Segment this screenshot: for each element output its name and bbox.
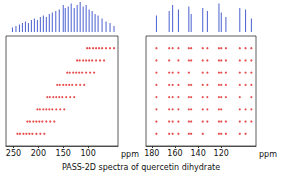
svg-text:ppm: ppm: [259, 150, 277, 159]
svg-text:PASS-2D spectra of quercetin d: PASS-2D spectra of quercetin dihydrate: [62, 163, 220, 172]
svg-text:250: 250: [6, 149, 21, 158]
svg-text:200: 200: [31, 149, 46, 158]
svg-text:140: 140: [190, 149, 205, 158]
svg-text:180: 180: [144, 149, 159, 158]
svg-text:120: 120: [214, 149, 229, 158]
svg-text:100: 100: [80, 149, 95, 158]
svg-text:ppm: ppm: [121, 150, 139, 159]
svg-text:150: 150: [56, 149, 71, 158]
svg-text:160: 160: [167, 149, 182, 158]
